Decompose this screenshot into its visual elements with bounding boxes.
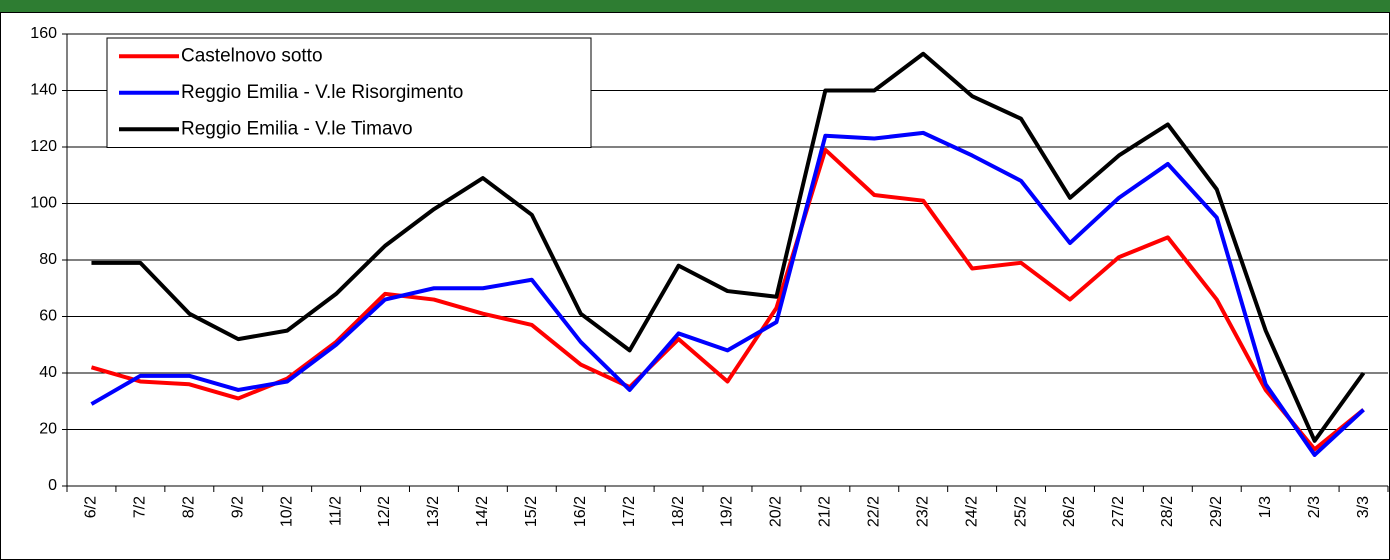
y-tick-label: 80 (39, 251, 57, 268)
y-tick-label: 140 (30, 82, 57, 99)
legend-box (106, 37, 592, 148)
y-tick-label: 160 (30, 25, 57, 42)
x-tick-label: 23/2 (914, 496, 931, 527)
y-tick-label: 120 (30, 138, 57, 155)
y-tick-label: 0 (48, 477, 57, 494)
header-banner (0, 0, 1390, 12)
series-line (90, 147, 1365, 452)
series-line (91, 51, 1366, 443)
x-tick-label: 2/3 (1306, 496, 1323, 518)
x-tick-label: 10/2 (278, 496, 295, 527)
legend-label: Reggio Emilia - V.le Risorgimento (181, 82, 463, 103)
x-tick-label: 28/2 (1159, 496, 1176, 527)
x-tick-label: 14/2 (474, 496, 491, 527)
x-tick-label: 18/2 (670, 496, 687, 527)
legend-label: Reggio Emilia - V.le Timavo (181, 118, 413, 139)
x-tick-label: 17/2 (621, 496, 638, 527)
y-tick-label: 100 (30, 195, 57, 212)
x-tick-label: 16/2 (572, 496, 589, 527)
x-tick-label: 3/3 (1355, 496, 1372, 518)
x-tick-label: 25/2 (1012, 496, 1029, 527)
x-tick-label: 13/2 (425, 496, 442, 527)
x-tick-label: 22/2 (865, 496, 882, 527)
x-tick-label: 29/2 (1208, 496, 1225, 527)
y-tick-label: 40 (39, 364, 57, 381)
x-tick-label: 26/2 (1061, 496, 1078, 527)
x-tick-label: 8/2 (181, 496, 198, 518)
y-tick-label: 20 (39, 421, 57, 438)
x-tick-label: 24/2 (963, 496, 980, 527)
x-tick-label: 9/2 (229, 496, 246, 518)
x-tick-label: 1/3 (1257, 496, 1274, 518)
legend-label: Castelnovo sotto (181, 45, 323, 66)
x-tick-label: 20/2 (768, 496, 785, 527)
x-tick-label: 6/2 (83, 496, 100, 518)
series-line (90, 130, 1365, 457)
x-tick-label: 27/2 (1110, 496, 1127, 527)
x-tick-label: 12/2 (376, 496, 393, 527)
x-tick-label: 7/2 (132, 496, 149, 518)
x-tick-label: 19/2 (719, 496, 736, 527)
x-tick-label: 11/2 (327, 496, 344, 526)
x-tick-label: 15/2 (523, 496, 540, 527)
y-tick-label: 60 (39, 308, 57, 325)
x-tick-label: 21/2 (817, 496, 834, 527)
